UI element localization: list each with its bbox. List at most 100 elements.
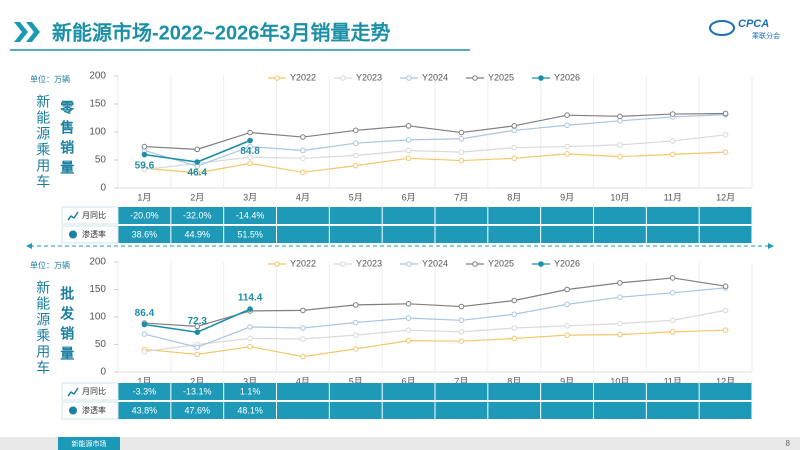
legend-marker bbox=[274, 75, 280, 81]
point bbox=[617, 294, 623, 301]
point bbox=[564, 143, 570, 150]
point bbox=[722, 132, 729, 138]
side-label: 新能源乘用车 bbox=[35, 280, 51, 376]
legend-label: Y2025 bbox=[488, 72, 514, 82]
legend-label: Y2026 bbox=[554, 258, 580, 268]
point bbox=[458, 135, 465, 142]
point bbox=[405, 123, 412, 129]
point bbox=[458, 303, 465, 310]
table-cell bbox=[171, 383, 224, 400]
footer-tab-label[interactable]: 新能源市场 bbox=[72, 439, 107, 448]
point bbox=[564, 112, 570, 118]
table-cell bbox=[382, 383, 435, 400]
legend-label: Y2022 bbox=[290, 72, 316, 82]
legend-label: Y2025 bbox=[488, 258, 514, 268]
table-cell bbox=[171, 226, 224, 243]
point bbox=[405, 155, 412, 162]
pie-icon bbox=[69, 406, 77, 415]
point bbox=[511, 123, 518, 129]
point bbox=[141, 321, 148, 328]
point bbox=[617, 153, 623, 160]
x-tick-label: 4月 bbox=[296, 376, 310, 386]
point bbox=[194, 159, 201, 165]
row-label-cell bbox=[61, 401, 119, 420]
point bbox=[722, 307, 729, 314]
x-tick-label: 5月 bbox=[349, 192, 363, 202]
legend-label: Y2023 bbox=[356, 72, 382, 82]
trend-icon bbox=[67, 387, 79, 397]
point bbox=[194, 323, 201, 330]
legend-label: Y2023 bbox=[356, 258, 382, 268]
point bbox=[617, 320, 623, 327]
point bbox=[300, 155, 306, 162]
point bbox=[247, 143, 253, 150]
point bbox=[617, 118, 623, 124]
table-value: -14.4% bbox=[236, 210, 265, 220]
row-label: 渗透率 bbox=[82, 405, 106, 415]
x-tick-label: 7月 bbox=[454, 192, 468, 202]
point bbox=[511, 297, 518, 304]
table-value: -13.1% bbox=[183, 386, 212, 396]
series-line bbox=[144, 151, 726, 174]
point bbox=[247, 306, 253, 312]
legend-label: Y2026 bbox=[554, 72, 580, 82]
point bbox=[405, 137, 412, 143]
point bbox=[511, 127, 518, 134]
legend-marker bbox=[406, 75, 412, 81]
point bbox=[141, 166, 148, 173]
table-value: 1.1% bbox=[240, 386, 261, 396]
point bbox=[300, 307, 306, 314]
page-number: 8 bbox=[786, 439, 791, 448]
x-tick-label: 3月 bbox=[243, 192, 257, 202]
point bbox=[141, 331, 148, 337]
table-cell bbox=[699, 226, 752, 243]
point bbox=[405, 301, 412, 307]
legend-marker bbox=[406, 261, 412, 267]
point bbox=[617, 280, 623, 286]
legend-marker bbox=[538, 261, 544, 267]
point bbox=[352, 127, 359, 134]
x-tick-label: 12月 bbox=[716, 376, 735, 386]
table-cell bbox=[118, 207, 171, 224]
table-cell bbox=[541, 402, 593, 419]
table-cell bbox=[594, 226, 646, 243]
point bbox=[564, 332, 570, 338]
table-value: -32.0% bbox=[183, 210, 212, 220]
legend-marker bbox=[274, 261, 280, 267]
point bbox=[247, 160, 253, 167]
point bbox=[300, 169, 306, 176]
chart-title: 零售销量 bbox=[59, 99, 75, 180]
table-cell bbox=[277, 207, 329, 224]
y-tick-label: 150 bbox=[89, 284, 106, 295]
x-tick-label: 4月 bbox=[296, 192, 310, 202]
x-tick-label: 7月 bbox=[454, 376, 468, 386]
point bbox=[141, 151, 148, 158]
point bbox=[617, 113, 623, 120]
series-line bbox=[144, 112, 726, 150]
point bbox=[458, 338, 465, 345]
row-label: 月同比 bbox=[82, 386, 106, 396]
table-cell bbox=[646, 226, 699, 243]
y-tick-label: 100 bbox=[89, 127, 106, 138]
row-label: 月同比 bbox=[82, 210, 106, 220]
table-cell bbox=[594, 207, 646, 224]
point bbox=[247, 324, 253, 330]
data-label: 84.8 bbox=[240, 146, 260, 157]
footer-tab[interactable] bbox=[58, 437, 120, 450]
y-tick-label: 100 bbox=[89, 312, 106, 323]
data-label: 46.4 bbox=[188, 168, 208, 179]
table-cell bbox=[435, 207, 488, 224]
point bbox=[669, 275, 676, 281]
y-tick-label: 0 bbox=[100, 367, 106, 378]
point bbox=[511, 155, 518, 162]
x-tick-label: 10月 bbox=[610, 376, 629, 386]
legend-label: Y2024 bbox=[422, 72, 448, 82]
chevrons bbox=[14, 22, 40, 42]
table-cell bbox=[171, 402, 224, 419]
point bbox=[669, 151, 676, 158]
table-cell bbox=[118, 383, 171, 400]
legend-marker bbox=[538, 75, 544, 81]
table-cell bbox=[646, 383, 699, 400]
